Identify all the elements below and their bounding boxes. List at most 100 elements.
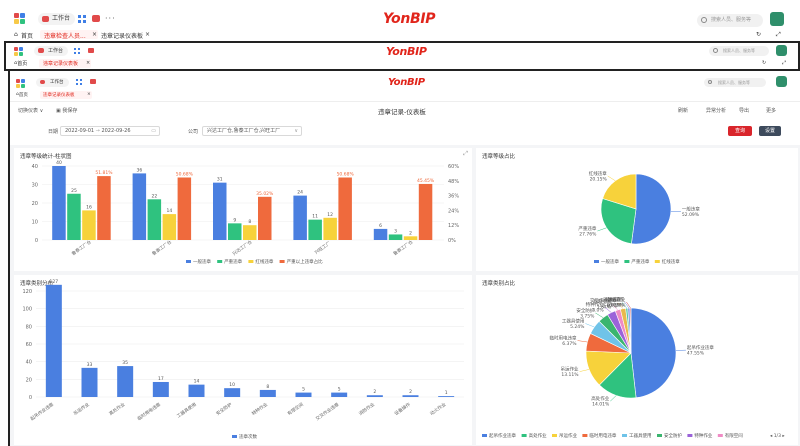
slice-label: 起吊作业违章 [687, 344, 714, 351]
legend-label: 安全防护 [664, 432, 682, 439]
y2-tick-label: 48% [448, 179, 459, 185]
export-action[interactable]: 导出 [739, 108, 750, 114]
tab-close-icon[interactable]: × [92, 31, 98, 38]
refresh-icon[interactable]: ↻ [762, 60, 767, 66]
chart-title: 违章等级统计-柱状图 [20, 154, 72, 160]
x-tick-label: 设备操作 [393, 401, 412, 417]
tab-violation-dashboard[interactable]: 违章记录仪表板 [101, 33, 144, 40]
slice-label: 吊运作业 [561, 366, 579, 373]
avatar[interactable] [776, 45, 787, 56]
label-leader [604, 306, 612, 313]
bar [213, 182, 227, 240]
query-button[interactable]: 查询 [728, 126, 752, 136]
label-leader [624, 301, 630, 309]
bar [117, 366, 134, 397]
search-input[interactable]: 搜索人员、服务等 [704, 78, 766, 87]
tab-violation-dashboard[interactable]: 违章记录仪表板 [43, 61, 79, 67]
y2-tick-label: 24% [448, 208, 459, 214]
legend-swatch [624, 260, 630, 263]
home-tab[interactable]: ⌂ 首页 [16, 92, 28, 98]
workbench-icon [38, 48, 44, 53]
message-icon[interactable] [92, 15, 101, 24]
x-tick-label: 兴达工厂仓 [231, 238, 254, 257]
search-input[interactable]: 搜索人员、服务等 [697, 14, 763, 27]
message-icon[interactable] [88, 48, 95, 55]
expand-chart-icon[interactable]: ⤢ [463, 150, 468, 157]
switch-view-dropdown[interactable]: 切换仪表 ∨ [18, 108, 44, 114]
y2-tick-label: 60% [448, 164, 459, 170]
legend-label: 红线违章 [662, 258, 680, 265]
category-bar-chart: 0 20 40 60 80 100 120 127 起吊作业违章 33 吊运作业 35 高处作业 17 临时… [22, 279, 464, 440]
brand-logo: YonBIP [388, 77, 425, 88]
tab-close-icon[interactable]: × [86, 60, 91, 66]
bar [438, 396, 455, 397]
legend-label: 红线违章 [255, 258, 273, 265]
bar [388, 234, 403, 240]
legend-swatch [232, 435, 237, 438]
workbench-tab[interactable]: 工作台 [38, 13, 76, 25]
tab-violation-people[interactable]: 违章检查人员... [44, 33, 86, 40]
data-label: 2 [409, 230, 412, 236]
category-pie-chart: 起吊作业违章47.55%高处作业14.01%吊运作业13.11%临时用电违章6.… [482, 296, 785, 439]
pie-slice [600, 198, 637, 245]
slice-percent: 0.37% [611, 303, 626, 309]
data-label: 17 [158, 376, 164, 382]
x-tick-label: 特种作业 [250, 401, 269, 417]
data-label: 2 [409, 389, 412, 395]
brand-logo: YonBIP [383, 11, 436, 27]
filter-bar: 日期 2022-09-01 → 2022-09-26 ▭ 公司 兴达工厂仓,鲁泰… [10, 119, 800, 145]
x-tick-label: 起吊作业违章 [29, 401, 56, 423]
apps-icon[interactable] [74, 48, 81, 55]
refresh-action[interactable]: 刷新 [678, 108, 689, 114]
bar [243, 225, 257, 240]
tab-close-icon[interactable]: × [87, 92, 91, 97]
home-tab[interactable]: 首页 [21, 33, 34, 40]
slice-percent: 52.09% [682, 212, 700, 218]
bar [67, 193, 81, 240]
more-action[interactable]: 更多 [766, 108, 777, 114]
tab-violation-dashboard[interactable]: 违章记录仪表板 [43, 93, 75, 98]
workbench-tab[interactable]: 工作台 [34, 46, 69, 56]
x-tick-label: 吊运作业 [72, 401, 91, 417]
expand-icon[interactable]: ⤢ [776, 31, 781, 38]
app-grid-icon[interactable] [14, 13, 26, 25]
dashboard-header: 工作台 YonBIP 搜索人员、服务等 ⌂ 首页 违章记录仪表板 × 切换仪表 … [10, 71, 800, 119]
app-grid-icon[interactable] [14, 47, 24, 57]
slice-percent: 14.01% [592, 402, 610, 408]
slice-label: 高处作业 [591, 395, 609, 402]
search-input[interactable]: 搜索人员、服务等 [709, 46, 769, 56]
legend-swatch [622, 434, 627, 437]
expand-icon[interactable]: ⤢ [782, 60, 787, 66]
apps-icon[interactable] [76, 79, 83, 86]
company-select[interactable]: 兴达工厂仓,鲁泰工厂仓,兴旺工厂 ∨ [202, 126, 302, 136]
data-label: 50.68% [337, 171, 355, 177]
data-label: 11 [312, 214, 318, 220]
home-icon[interactable]: ⌂ [14, 31, 18, 38]
bar [147, 199, 162, 240]
workbench-tab[interactable]: 工作台 [36, 78, 69, 87]
data-label: 6 [379, 223, 382, 229]
level-pie-card: 违章等级占比 一般违章 52.09% 严重违章 27.76% 红线违章 20.15% 一般违… [476, 148, 798, 271]
saved-view-link[interactable]: ▣ 我保存 [56, 108, 78, 114]
apps-icon[interactable] [78, 15, 87, 24]
company-label: 公司 [188, 129, 199, 135]
tab-close-icon[interactable]: × [145, 31, 151, 38]
avatar[interactable] [776, 76, 787, 87]
bar [162, 214, 177, 240]
avatar[interactable] [770, 12, 784, 26]
app-grid-icon[interactable] [16, 79, 25, 88]
more-icon[interactable]: ··· [105, 14, 116, 23]
refresh-icon[interactable]: ↻ [756, 31, 762, 38]
slice-label: 消防作业 [603, 296, 621, 303]
search-icon [708, 80, 712, 84]
message-icon[interactable] [90, 79, 97, 86]
data-label: 33 [87, 362, 93, 368]
home-tab[interactable]: ⌂ 首页 [14, 60, 28, 67]
anomaly-analysis-action[interactable]: 异常分析 [706, 108, 727, 114]
bar [228, 223, 242, 240]
pie-slice [602, 173, 637, 210]
date-range-picker[interactable]: 2022-09-01 → 2022-09-26 ▭ [60, 126, 160, 136]
settings-button[interactable]: 设置 [759, 126, 781, 136]
data-label: 5 [302, 387, 305, 393]
